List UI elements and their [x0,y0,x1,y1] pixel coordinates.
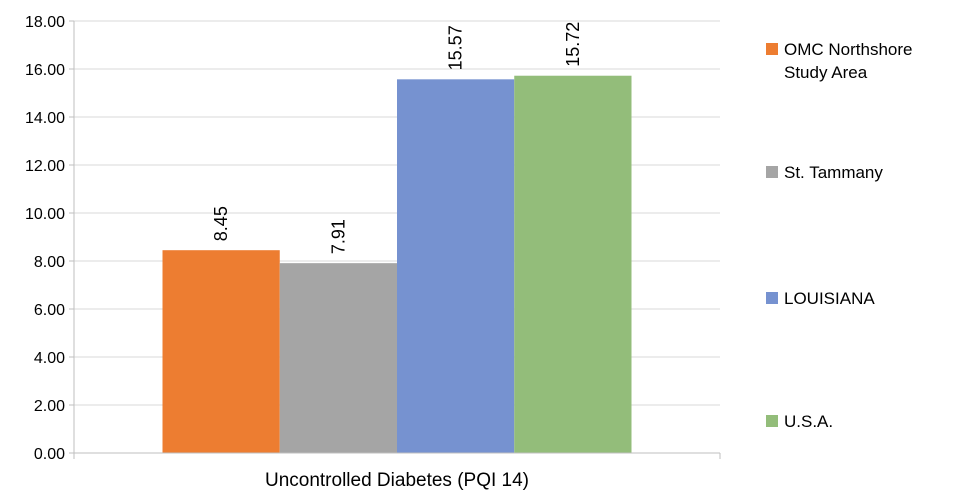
data-label: 7.91 [328,219,348,254]
legend-item: U.S.A. [766,410,949,433]
y-axis-tick-labels: 0.00 2.00 4.00 6.00 8.00 10.00 12.00 14.00 16.00… [25,14,65,463]
legend-item: LOUISIANA [766,287,949,310]
legend-label: OMC Northshore Study Area [784,40,913,82]
legend-swatch [766,292,778,304]
legend-item: OMC Northshore Study Area [766,38,934,84]
legend-item: St. Tammany [766,161,949,184]
bar-3 [397,79,515,453]
legend-swatch [766,43,778,55]
legend-label: St. Tammany [784,163,883,182]
bar-4 [514,75,632,453]
y-tick-label: 2.00 [34,398,65,415]
y-tick-label: 12.00 [25,158,65,175]
bars [162,75,632,453]
y-tick-label: 10.00 [25,206,65,223]
data-label: 15.57 [446,25,466,70]
legend: OMC Northshore Study Area St. Tammany LOUI… [766,0,955,503]
legend-swatch [766,166,778,178]
y-tick-label: 18.00 [25,14,65,31]
bar-2 [279,263,397,453]
data-label: 15.72 [563,22,583,67]
legend-swatch [766,415,778,427]
data-labels: 8.45 7.91 15.57 15.72 [211,22,583,254]
y-tick-label: 14.00 [25,110,65,127]
data-label: 8.45 [211,206,231,241]
y-tick-label: 16.00 [25,62,65,79]
y-tick-label: 6.00 [34,302,65,319]
legend-label: LOUISIANA [784,289,875,308]
bar-1 [162,250,280,453]
y-tick-label: 8.00 [34,254,65,271]
y-tick-label: 0.00 [34,446,65,463]
legend-label: U.S.A. [784,412,834,431]
x-axis-label: Uncontrolled Diabetes (PQI 14) [264,470,529,491]
y-tick-label: 4.00 [34,350,65,367]
